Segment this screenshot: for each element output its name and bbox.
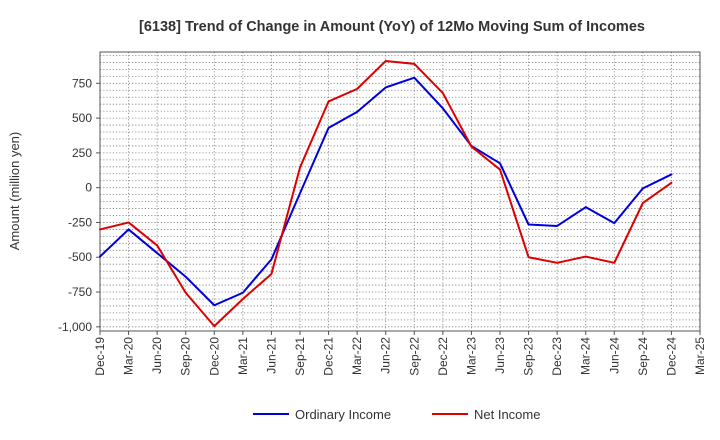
x-tick-label: Sep-23 [522, 337, 536, 376]
plot-frame [99, 51, 701, 332]
x-tick-label: Jun-20 [150, 337, 164, 374]
x-tick-label: Jun-24 [607, 337, 621, 374]
x-tick-label: Mar-20 [122, 337, 136, 375]
y-tick-label: -1,000 [58, 320, 92, 334]
y-tick-label: 0 [85, 181, 92, 195]
legend-label-ordinary-income: Ordinary Income [295, 407, 391, 422]
y-tick-label: 500 [72, 111, 92, 125]
x-tick-label: Dec-20 [207, 337, 221, 376]
series-line-net-income [99, 60, 673, 328]
plot-background [100, 52, 700, 331]
x-tick-label: Sep-20 [179, 337, 193, 376]
x-tick-label: Jun-21 [264, 337, 278, 374]
x-tick-label: Sep-21 [293, 337, 307, 376]
y-tick-label: -250 [68, 215, 92, 229]
x-tick-label: Sep-22 [407, 337, 421, 376]
x-tick-label: Mar-23 [464, 337, 478, 375]
series-line-ordinary-income [99, 76, 673, 307]
x-tick-label: Jun-22 [379, 337, 393, 374]
x-tick-label: Mar-25 [693, 337, 707, 375]
x-tick-label: Mar-24 [579, 337, 593, 375]
x-tick-label: Dec-19 [93, 337, 107, 376]
x-tick-label: Dec-22 [436, 337, 450, 376]
x-tick-label: Dec-24 [664, 337, 678, 376]
x-tick-label: Mar-22 [350, 337, 364, 375]
y-tick-label: -500 [68, 250, 92, 264]
chart-title: [6138] Trend of Change in Amount (YoY) o… [139, 19, 645, 35]
x-tick-label: Jun-23 [493, 337, 507, 374]
y-tick-label: -750 [68, 285, 92, 299]
y-axis-label: Amount (million yen) [7, 132, 22, 251]
y-tick-label: 250 [72, 146, 92, 160]
x-tick-label: Sep-24 [636, 337, 650, 376]
legend: Ordinary Income Net Income [253, 407, 540, 422]
x-tick-label: Mar-21 [236, 337, 250, 375]
y-tick-label: 750 [72, 76, 92, 90]
legend-label-net-income: Net Income [474, 407, 540, 422]
x-tick-label: Dec-23 [550, 337, 564, 376]
x-tick-label: Dec-21 [322, 337, 336, 376]
